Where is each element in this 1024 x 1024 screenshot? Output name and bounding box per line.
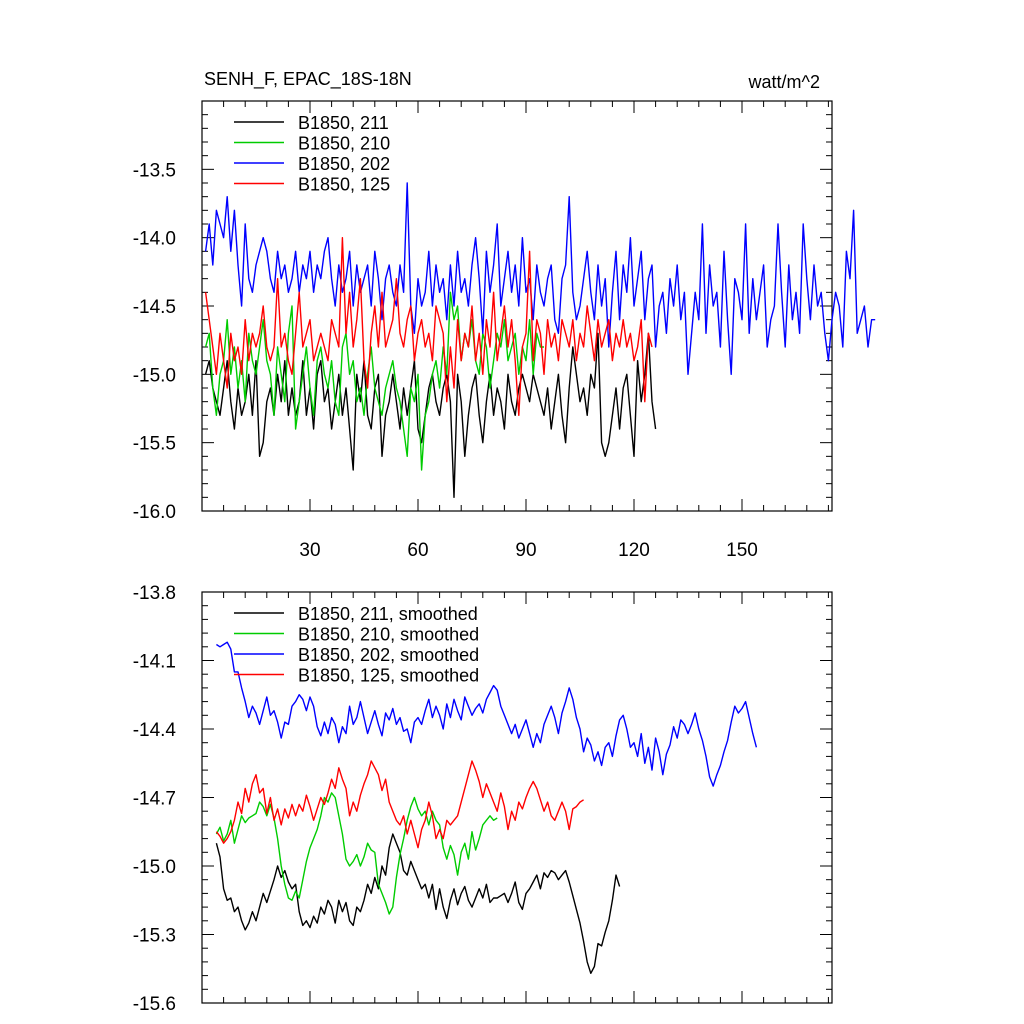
series-line-b1850-125 bbox=[204, 236, 653, 416]
y-tick-label: -15.6 bbox=[133, 994, 176, 1015]
y-tick-label: -15.0 bbox=[133, 365, 176, 386]
series-group bbox=[204, 182, 876, 498]
series-line-b1850-211 bbox=[204, 332, 657, 498]
y-tick-label: -14.0 bbox=[133, 229, 176, 250]
y-tick-label: -14.4 bbox=[133, 720, 177, 741]
legend-label: B1850, 125 bbox=[298, 175, 390, 195]
series-line-b1850-202 bbox=[204, 182, 876, 375]
y-tick-label: -14.1 bbox=[133, 652, 176, 673]
bottom-panel: -15.6 -15.3 -15.0 -14.7 -14.4 -14.1 -13.8 B1850… bbox=[133, 583, 833, 1015]
y-tick-label: -14.5 bbox=[133, 297, 176, 318]
series-line-b1850-202-smoothed bbox=[216, 641, 758, 787]
y-tick-label: -16.0 bbox=[133, 502, 176, 523]
legend-label: B1850, 202 bbox=[298, 154, 390, 174]
series-line-b1850-210 bbox=[204, 291, 544, 471]
y-tick-label: -14.7 bbox=[133, 789, 176, 810]
legend-label: B1850, 202, smoothed bbox=[298, 645, 479, 665]
legend-label: B1850, 210, smoothed bbox=[298, 625, 479, 645]
series-group bbox=[215, 641, 758, 974]
x-tick-label: 60 bbox=[407, 540, 428, 561]
y-tick-label: -15.5 bbox=[133, 434, 176, 455]
chart-title: SENH_F, EPAC_18S-18N bbox=[204, 69, 412, 90]
y-tick-label: -13.5 bbox=[133, 160, 176, 181]
series-line-b1850-210-smoothed bbox=[215, 792, 498, 915]
series-line-b1850-211-smoothed bbox=[215, 833, 621, 974]
legend-label: B1850, 125, smoothed bbox=[298, 666, 479, 686]
x-tick-label: 150 bbox=[726, 540, 758, 561]
units-label: watt/m^2 bbox=[748, 72, 820, 92]
series-line-b1850-125-smoothed bbox=[215, 760, 584, 849]
top-panel: 30 60 90 120 150 -16.0 -15.5 -15.0 -14.5 -14.0 -13… bbox=[133, 100, 876, 561]
x-tick-label: 30 bbox=[299, 540, 320, 561]
y-tick-label: -15.0 bbox=[133, 857, 176, 878]
y-tick-label: -13.8 bbox=[133, 583, 176, 604]
legend-label: B1850, 211, smoothed bbox=[298, 604, 478, 624]
x-tick-label: 120 bbox=[618, 540, 650, 561]
x-tick-label: 90 bbox=[515, 540, 536, 561]
legend-label: B1850, 211 bbox=[298, 113, 389, 133]
y-tick-label: -15.3 bbox=[133, 926, 176, 947]
legend-label: B1850, 210 bbox=[298, 134, 390, 154]
